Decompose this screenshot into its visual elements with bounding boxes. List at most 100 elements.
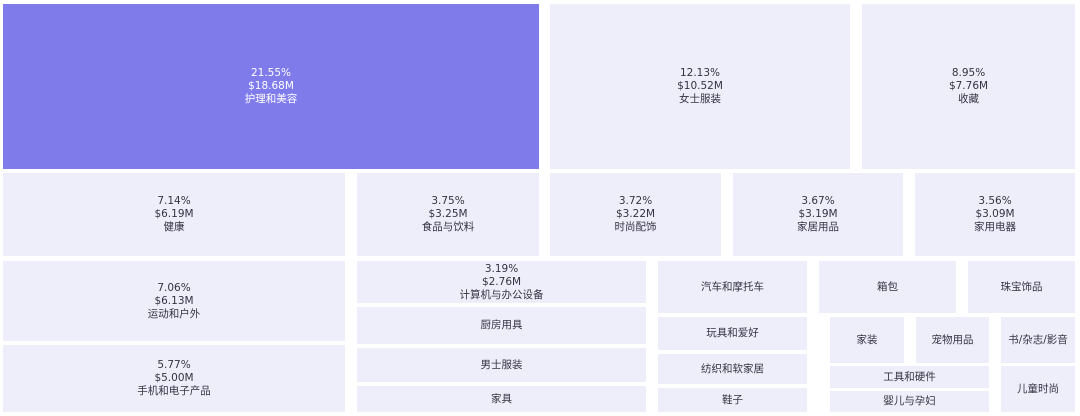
- treemap-tile-26[interactable]: 儿童时尚: [1001, 366, 1075, 412]
- treemap-tile-11[interactable]: 3.19% $2.76M 计算机与办公设备: [357, 261, 646, 303]
- treemap-tile-16[interactable]: 玩具和爱好: [658, 317, 807, 350]
- treemap-tile-5[interactable]: 3.75% $3.25M 食品与饮料: [357, 173, 539, 256]
- tile-share: 5.77%: [157, 359, 191, 371]
- treemap-tile-20[interactable]: 珠宝饰品: [968, 261, 1075, 313]
- tile-category-name: 健康: [163, 221, 185, 233]
- tile-category-name: 珠宝饰品: [1000, 280, 1043, 293]
- treemap-tile-15[interactable]: 汽车和摩托车: [658, 261, 807, 313]
- treemap-tile-3[interactable]: 8.95% $7.76M 收藏: [862, 4, 1075, 169]
- tile-category-name: 书/杂志/影音: [1008, 333, 1068, 346]
- tile-value: $5.00M: [154, 372, 194, 384]
- tile-category-name: 纺织和软家居: [701, 362, 764, 375]
- tile-category-name: 家用电器: [974, 221, 1016, 233]
- tile-label: 7.06% $6.13M 运动和户外: [148, 282, 201, 321]
- tile-label: 鞋子: [722, 394, 743, 407]
- treemap-tile-6[interactable]: 3.72% $3.22M 时尚配饰: [550, 173, 721, 256]
- tile-value: $3.25M: [428, 208, 468, 220]
- tile-label: 汽车和摩托车: [701, 281, 764, 294]
- tile-label: 3.72% $3.22M 时尚配饰: [615, 195, 657, 234]
- tile-share: 21.55%: [250, 67, 292, 79]
- tile-share: 12.13%: [679, 67, 721, 79]
- tile-label: 12.13% $10.52M 女士服装: [677, 67, 723, 106]
- tile-label: 7.14% $6.19M 健康: [154, 195, 193, 234]
- treemap-tile-1[interactable]: 21.55% $18.68M 护理和美容: [3, 4, 539, 169]
- tile-category-name: 玩具和爱好: [706, 327, 759, 339]
- tile-label: 家装: [857, 334, 878, 347]
- treemap-tile-19[interactable]: 箱包: [819, 261, 956, 313]
- tile-value: $3.09M: [975, 208, 1015, 220]
- tile-category-name: 汽车和摩托车: [701, 280, 764, 293]
- treemap-tile-14[interactable]: 家具: [357, 386, 646, 412]
- tile-category-name: 男士服装: [480, 358, 523, 371]
- tile-label: 珠宝饰品: [1001, 281, 1043, 294]
- tile-label: 21.55% $18.68M 护理和美容: [245, 67, 298, 106]
- treemap-tile-12[interactable]: 厨房用具: [357, 307, 646, 344]
- tile-label: 家具: [491, 393, 512, 406]
- tile-category-name: 家居用品: [797, 221, 839, 233]
- tile-share: 7.06%: [157, 281, 191, 294]
- treemap-tile-8[interactable]: 3.56% $3.09M 家用电器: [915, 173, 1075, 256]
- tile-value: $2.76M: [481, 275, 522, 288]
- tile-value: $3.22M: [615, 208, 656, 220]
- tile-label: 3.19% $2.76M 计算机与办公设备: [460, 263, 544, 302]
- tile-share: 7.14%: [157, 195, 191, 207]
- tile-label: 箱包: [877, 281, 898, 294]
- tile-label: 3.75% $3.25M 食品与饮料: [422, 195, 475, 234]
- tile-category-name: 手机和电子产品: [137, 385, 211, 397]
- tile-label: 宠物用品: [932, 334, 974, 347]
- tile-value: $6.19M: [154, 208, 194, 220]
- tile-category-name: 食品与饮料: [421, 221, 475, 233]
- treemap-tile-17[interactable]: 纺织和软家居: [658, 354, 807, 384]
- tile-category-name: 家具: [491, 392, 512, 405]
- tile-category-name: 女士服装: [679, 93, 721, 105]
- tile-share: 3.75%: [431, 195, 465, 207]
- tile-value: $10.52M: [677, 80, 723, 92]
- tile-category-name: 计算机与办公设备: [459, 288, 544, 301]
- tile-share: 3.56%: [978, 195, 1012, 207]
- tile-category-name: 鞋子: [722, 393, 743, 406]
- tile-value: $3.19M: [798, 208, 838, 220]
- tile-category-name: 时尚配饰: [614, 221, 657, 233]
- tile-share: 8.95%: [951, 67, 986, 79]
- tile-value: $7.76M: [948, 80, 989, 92]
- tile-label: 工具和硬件: [883, 371, 936, 384]
- treemap-tile-2[interactable]: 12.13% $10.52M 女士服装: [550, 4, 850, 169]
- tile-share: 3.19%: [484, 262, 519, 275]
- treemap-tile-4[interactable]: 7.14% $6.19M 健康: [3, 173, 345, 256]
- tile-category-name: 护理和美容: [244, 93, 298, 105]
- tile-label: 婴儿与孕妇: [883, 395, 936, 408]
- tile-category-name: 工具和硬件: [883, 370, 936, 383]
- tile-label: 纺织和软家居: [701, 363, 764, 376]
- treemap-tile-10[interactable]: 5.77% $5.00M 手机和电子产品: [3, 345, 345, 412]
- tile-category-name: 家装: [856, 333, 878, 346]
- tile-category-name: 婴儿与孕妇: [883, 395, 936, 407]
- tile-category-name: 儿童时尚: [1017, 382, 1059, 395]
- tile-category-name: 厨房用具: [480, 319, 523, 331]
- tile-label: 8.95% $7.76M 收藏: [949, 67, 988, 106]
- tile-category-name: 箱包: [877, 280, 898, 293]
- tile-label: 玩具和爱好: [706, 327, 759, 340]
- treemap-tile-22[interactable]: 宠物用品: [916, 317, 989, 363]
- tile-value: $18.68M: [248, 80, 294, 92]
- tile-label: 男士服装: [481, 359, 523, 372]
- tile-label: 厨房用具: [481, 319, 523, 332]
- treemap-tile-25[interactable]: 婴儿与孕妇: [830, 391, 989, 412]
- treemap-tile-13[interactable]: 男士服装: [357, 348, 646, 382]
- treemap-tile-24[interactable]: 工具和硬件: [830, 366, 989, 388]
- tile-value: $6.13M: [154, 294, 194, 307]
- tile-label: 3.67% $3.19M 家居用品: [797, 195, 839, 234]
- tile-label: 5.77% $5.00M 手机和电子产品: [137, 359, 211, 398]
- tile-category-name: 运动和户外: [147, 307, 201, 320]
- treemap-tile-21[interactable]: 家装: [830, 317, 904, 363]
- tile-category-name: 宠物用品: [931, 333, 974, 346]
- tile-label: 书/杂志/影音: [1008, 334, 1068, 347]
- treemap-tile-18[interactable]: 鞋子: [658, 388, 807, 412]
- tile-share: 3.72%: [618, 195, 653, 207]
- tile-share: 3.67%: [801, 195, 835, 207]
- treemap-tile-9[interactable]: 7.06% $6.13M 运动和户外: [3, 261, 345, 341]
- tile-label: 3.56% $3.09M 家用电器: [974, 195, 1016, 234]
- tile-category-name: 收藏: [958, 93, 979, 105]
- treemap-tile-7[interactable]: 3.67% $3.19M 家居用品: [733, 173, 903, 256]
- treemap-tile-23[interactable]: 书/杂志/影音: [1001, 317, 1075, 363]
